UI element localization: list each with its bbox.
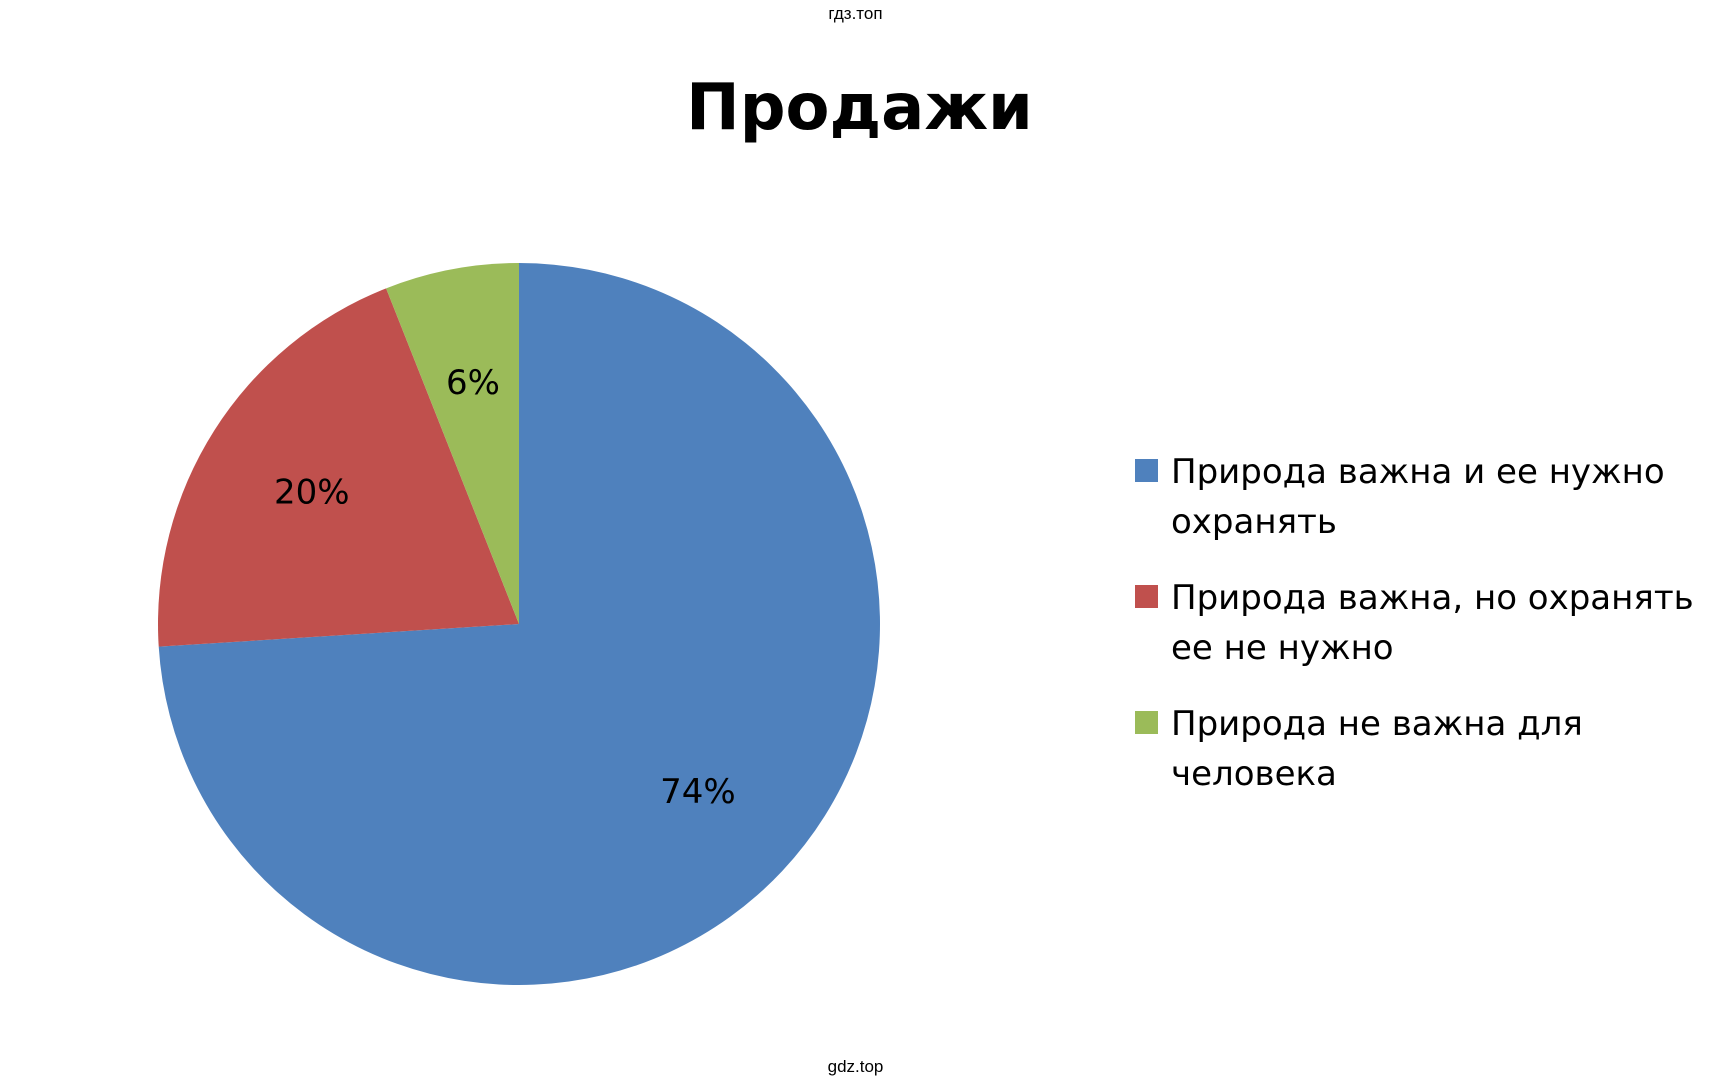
- chart-title: Продажи: [686, 71, 1033, 145]
- pie-data-label: 74%: [660, 772, 736, 812]
- watermark-bottom: gdz.top: [827, 1057, 884, 1076]
- legend-label: Природа важна и ее нужно охранять: [1171, 452, 1665, 542]
- watermark-top: гдз.топ: [828, 4, 883, 23]
- pie-slice: [158, 263, 880, 985]
- legend-label: Природа не важна для человека: [1171, 704, 1583, 794]
- pie-slice: [157, 288, 519, 647]
- legend-swatch: [1135, 585, 1158, 608]
- pie-data-label: 20%: [274, 472, 350, 512]
- pie-slice: [386, 263, 519, 624]
- legend-item: Природа важна, но охранять ее не нужно: [1135, 573, 1701, 673]
- legend-label: Природа важна, но охранять ее не нужно: [1171, 578, 1694, 668]
- pie-data-label: 6%: [446, 363, 500, 403]
- legend-swatch: [1135, 459, 1158, 482]
- pie-data-labels: 74% 20% 6%: [274, 363, 736, 812]
- legend-item: Природа не важна для человека: [1135, 699, 1701, 799]
- pie-slices: [157, 263, 880, 985]
- chart-legend: Природа важна и ее нужно охранять Природ…: [1135, 447, 1711, 825]
- legend-item: Природа важна и ее нужно охранять: [1135, 447, 1701, 547]
- legend-swatch: [1135, 711, 1158, 734]
